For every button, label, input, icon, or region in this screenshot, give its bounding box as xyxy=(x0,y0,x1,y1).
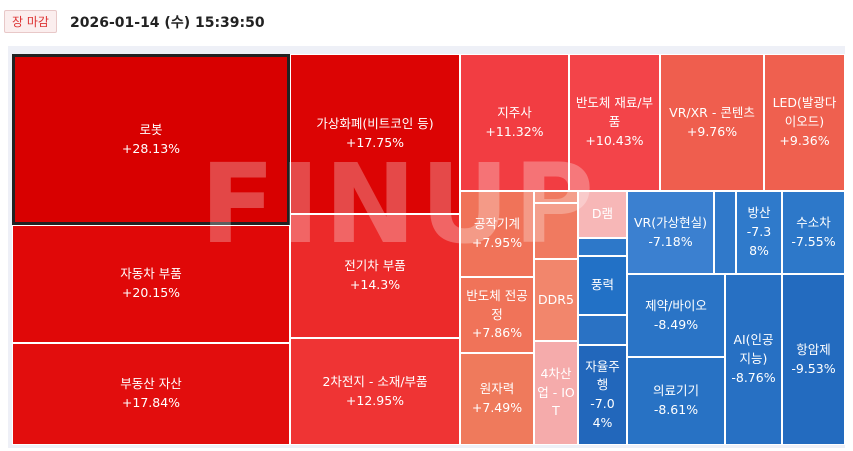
tile-name: 4차산업 - IOT xyxy=(537,365,575,419)
tile-blank xyxy=(714,191,736,274)
tile[interactable]: 의료기기 -8.61% xyxy=(627,357,725,445)
tile-name: 공작기계 xyxy=(473,216,520,232)
tile-name: 자율주행 xyxy=(585,358,620,393)
tile-name: LED(발광다이오드) xyxy=(772,95,837,130)
tile-change: +7.86% xyxy=(471,325,523,341)
tile[interactable]: VR(가상현실) -7.18% xyxy=(627,191,714,274)
tile-name: 로봇 xyxy=(139,121,163,137)
tile[interactable]: 전기차 부품 +14.3% xyxy=(290,214,460,338)
tile[interactable]: 원자력 +7.49% xyxy=(460,353,534,445)
tile-name: 원자력 xyxy=(479,381,515,397)
tile-change: +28.13% xyxy=(121,140,181,156)
tile-change: -7.55% xyxy=(791,233,836,249)
tile[interactable]: 2차전지 - 소재/부품 +12.95% xyxy=(290,338,460,445)
tile-change: -7.18% xyxy=(648,233,693,249)
tile-name: 부동산 자산 xyxy=(120,376,182,392)
tile-name: D램 xyxy=(591,206,614,222)
tile-blank xyxy=(578,238,627,256)
tile[interactable]: AI(인공지능) -8.76% xyxy=(725,274,782,445)
tile-name: 자동차 부품 xyxy=(120,266,182,282)
tile[interactable]: 반도체 전공정 +7.86% xyxy=(460,277,534,353)
tile-change: +9.36% xyxy=(779,132,830,148)
tile-name: DDR5 xyxy=(538,291,574,307)
tile[interactable]: 지주사 +11.32% xyxy=(460,54,569,191)
tile[interactable]: 로봇 +28.13% xyxy=(12,54,290,225)
tile[interactable]: 항암제 -9.53% xyxy=(782,274,845,445)
tile-name: 수소차 xyxy=(796,214,831,230)
tile-name: 반도체 재료/부품 xyxy=(575,95,654,130)
tile-change: +14.3% xyxy=(349,277,401,292)
tile-name: 가상화폐(비트코인 등) xyxy=(316,116,434,132)
tile[interactable]: LED(발광다이오드) +9.36% xyxy=(764,54,845,191)
tile[interactable]: 자율주행 -7.04% xyxy=(578,345,627,445)
tile-change: +9.76% xyxy=(686,123,738,139)
tile-name: 방산 xyxy=(747,205,771,221)
tile-name: 지주사 xyxy=(497,104,532,120)
tile-change: -7.38% xyxy=(746,224,772,258)
tile-change: +17.84% xyxy=(121,395,181,410)
tile-change: +20.15% xyxy=(121,285,181,300)
tile-change: +10.43% xyxy=(585,132,644,148)
tile[interactable]: 자동차 부품 +20.15% xyxy=(12,225,290,343)
tile-change: -8.76% xyxy=(731,369,776,385)
tile[interactable]: 부동산 자산 +17.84% xyxy=(12,343,290,445)
tile-blank xyxy=(578,315,627,345)
tile-change: +7.49% xyxy=(471,400,523,415)
market-status: 장 마감 xyxy=(4,10,57,33)
tile[interactable]: D램 xyxy=(578,191,627,238)
tile-change: -9.53% xyxy=(791,360,836,376)
tile[interactable]: 제약/바이오 -8.49% xyxy=(627,274,725,357)
tile-name: 2차전지 - 소재/부품 xyxy=(322,373,428,389)
tile[interactable]: 방산 -7.38% xyxy=(736,191,782,274)
tile[interactable]: 수소차 -7.55% xyxy=(782,191,845,274)
tile-name: 항암제 xyxy=(796,341,831,357)
tile[interactable]: 가상화폐(비트코인 등) +17.75% xyxy=(290,54,460,214)
tile-name: 풍력 xyxy=(590,277,614,293)
treemap: 로봇 +28.13% 가상화폐(비트코인 등) +17.75% 자동차 부품 +20.15… xyxy=(8,46,845,448)
tile-change: -8.49% xyxy=(653,316,699,332)
tile-change: +12.95% xyxy=(345,392,405,408)
tile[interactable]: 공작기계 +7.95% xyxy=(460,191,534,277)
tile-change: -7.04% xyxy=(590,396,615,430)
tile-blank xyxy=(534,191,578,203)
tile[interactable]: 풍력 xyxy=(578,256,627,315)
tile-name: 반도체 전공정 xyxy=(466,287,528,322)
tile-change: -8.61% xyxy=(653,402,699,417)
tile-name: VR(가상현실) xyxy=(634,214,707,230)
tile-change: +11.32% xyxy=(485,123,544,139)
tile-name: 의료기기 xyxy=(652,383,699,399)
tile-change: +7.95% xyxy=(471,235,523,250)
tile[interactable]: VR/XR - 콘텐츠 +9.76% xyxy=(660,54,764,191)
datetime: 2026-01-14 (수) 15:39:50 xyxy=(70,15,265,31)
tile[interactable]: DDR5 xyxy=(534,259,578,341)
tile-name: VR/XR - 콘텐츠 xyxy=(669,104,755,120)
tile-change: +17.75% xyxy=(345,135,405,150)
tile-blank xyxy=(534,203,578,259)
tile-name: 전기차 부품 xyxy=(344,258,406,274)
tile-name: 제약/바이오 xyxy=(645,297,707,313)
tile[interactable]: 4차산업 - IOT xyxy=(534,341,578,445)
tile-name: AI(인공지능) xyxy=(733,332,774,367)
tile[interactable]: 반도체 재료/부품 +10.43% xyxy=(569,54,660,191)
